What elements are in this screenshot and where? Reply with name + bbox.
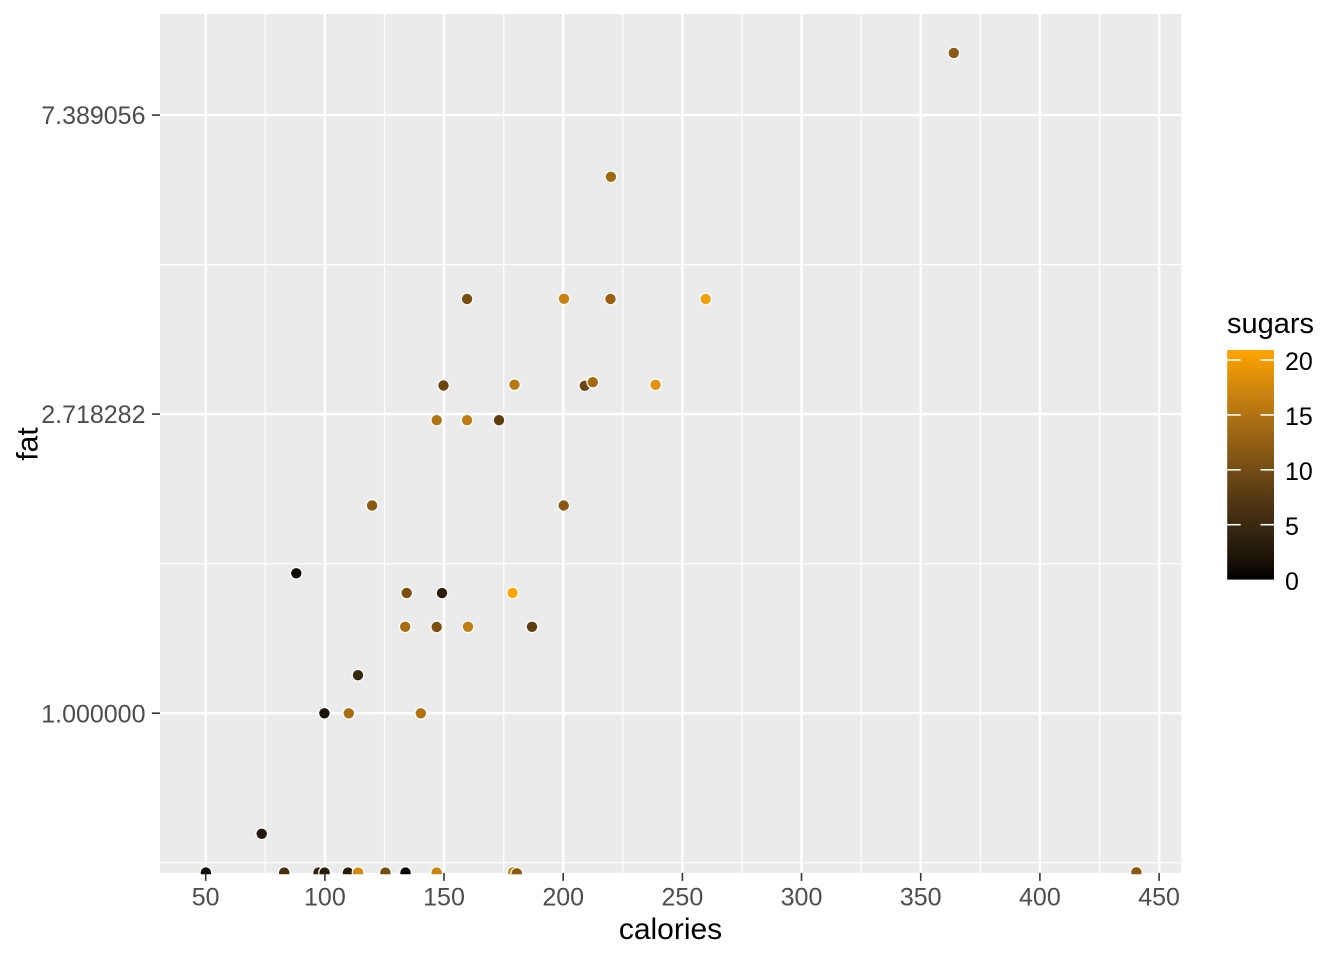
svg-text:20: 20 [1285,348,1313,376]
svg-text:1.000000: 1.000000 [41,700,145,728]
svg-text:sugars: sugars [1227,308,1314,340]
svg-text:15: 15 [1285,403,1313,431]
svg-text:450: 450 [1138,884,1180,912]
svg-text:400: 400 [1019,884,1061,912]
svg-text:5: 5 [1285,513,1299,541]
svg-text:calories: calories [619,913,722,946]
svg-text:250: 250 [662,884,704,912]
svg-text:200: 200 [542,884,584,912]
svg-text:350: 350 [900,884,942,912]
svg-text:0: 0 [1285,568,1299,596]
svg-text:100: 100 [304,884,346,912]
svg-text:50: 50 [192,884,220,912]
svg-text:7.389056: 7.389056 [41,102,145,130]
svg-text:10: 10 [1285,458,1313,486]
svg-text:fat: fat [11,427,44,461]
svg-text:2.718282: 2.718282 [41,401,145,429]
svg-text:150: 150 [423,884,465,912]
svg-text:300: 300 [781,884,823,912]
